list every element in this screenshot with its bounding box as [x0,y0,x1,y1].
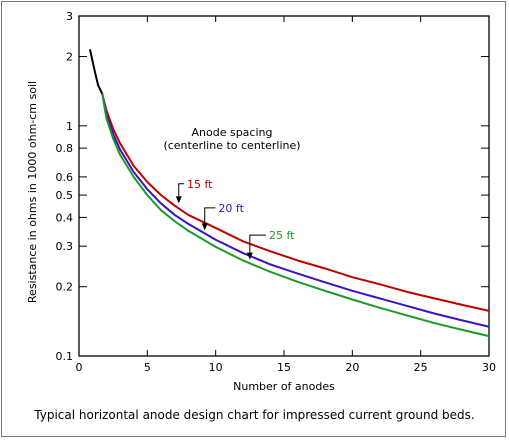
y-tick-label: 3 [66,10,73,23]
common-curve-start [88,49,104,95]
y-tick-label: 0.2 [56,281,74,294]
x-axis-label: Number of anodes [233,380,335,393]
y-tick-label: 0.1 [56,350,74,363]
series-line-15-ft [101,93,490,312]
x-tick-label: 20 [345,361,359,374]
curves [88,49,490,338]
anode-resistance-chart: 0 5 10 15 20 25 30 0.1 0.2 0.3 0.4 0.5 0.6 0.8 1 2 3 Numb… [26,10,496,393]
y-tick-label: 2 [66,51,73,64]
y-tick-label: 0.6 [56,171,74,184]
y-tick-label: 0.3 [56,240,74,253]
series-line-20-ft [101,93,490,328]
figure-caption: Typical horizontal anode design chart fo… [34,408,475,422]
x-tick-label: 10 [209,361,223,374]
series-arrow-head [201,223,208,231]
y-axis-label: Resistance in ohms in 1000 ohm-cm soil [26,81,39,303]
x-tick-label: 0 [76,361,83,374]
annotation-title-line: (centerline to centerline) [163,139,300,152]
x-tick-label: 5 [144,361,151,374]
series-arrow-line [204,207,216,225]
series-label-20-ft: 20 ft [218,202,244,215]
y-tick-label: 0.4 [56,211,74,224]
series-label-15-ft: 15 ft [187,178,213,191]
y-tick-label: 1 [66,120,73,133]
x-tick-label: 25 [414,361,428,374]
curve-labels: Anode spacing(centerline to centerline) 1… [163,126,301,260]
series-line-25-ft [101,93,490,338]
series-arrow-line [178,183,184,198]
annotation-title-line: Anode spacing [192,126,273,139]
series-arrow-line [249,234,266,254]
plot-area: 0 5 10 15 20 25 30 0.1 0.2 0.3 0.4 0.5 0.6 0.8 1 2 3 Numb… [26,10,496,393]
series-label-25-ft: 25 ft [269,229,295,242]
y-tick-label: 0.5 [56,189,74,202]
series-arrow-head [175,196,182,204]
x-tick-label: 30 [482,361,496,374]
x-tick-label: 15 [277,361,291,374]
y-tick-label: 0.8 [56,142,74,155]
series-arrow-head [246,252,253,260]
